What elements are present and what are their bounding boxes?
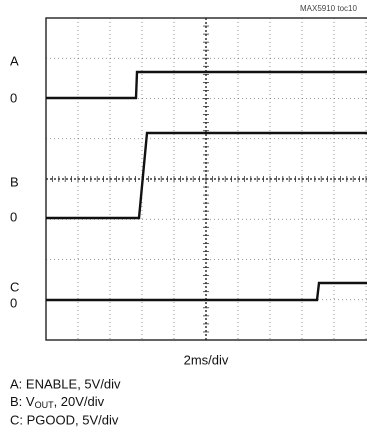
channel-zero: 0 <box>10 209 17 224</box>
trace-c <box>46 281 367 302</box>
time-scale: 2ms/div <box>184 352 229 367</box>
legend-entry: A: ENABLE, 5V/div <box>10 376 121 391</box>
channel-label: C <box>10 279 19 294</box>
channel-label: B <box>10 174 19 189</box>
legend-entry: C: PGOOD, 5V/div <box>10 412 119 427</box>
legend-subscript: OUT <box>35 400 55 410</box>
trace-b <box>46 131 367 220</box>
legend-suffix: , 20V/div <box>54 394 105 409</box>
trace-a <box>46 70 367 100</box>
legend-entry: B: VOUT, 20V/div <box>10 394 105 410</box>
figure-code: MAX5910 toc10 <box>300 4 357 13</box>
legend-prefix: B: V <box>10 394 35 409</box>
channel-zero: 0 <box>10 90 17 105</box>
plot-frame <box>45 17 367 341</box>
channel-label: A <box>10 53 19 68</box>
channel-zero: 0 <box>10 295 17 310</box>
